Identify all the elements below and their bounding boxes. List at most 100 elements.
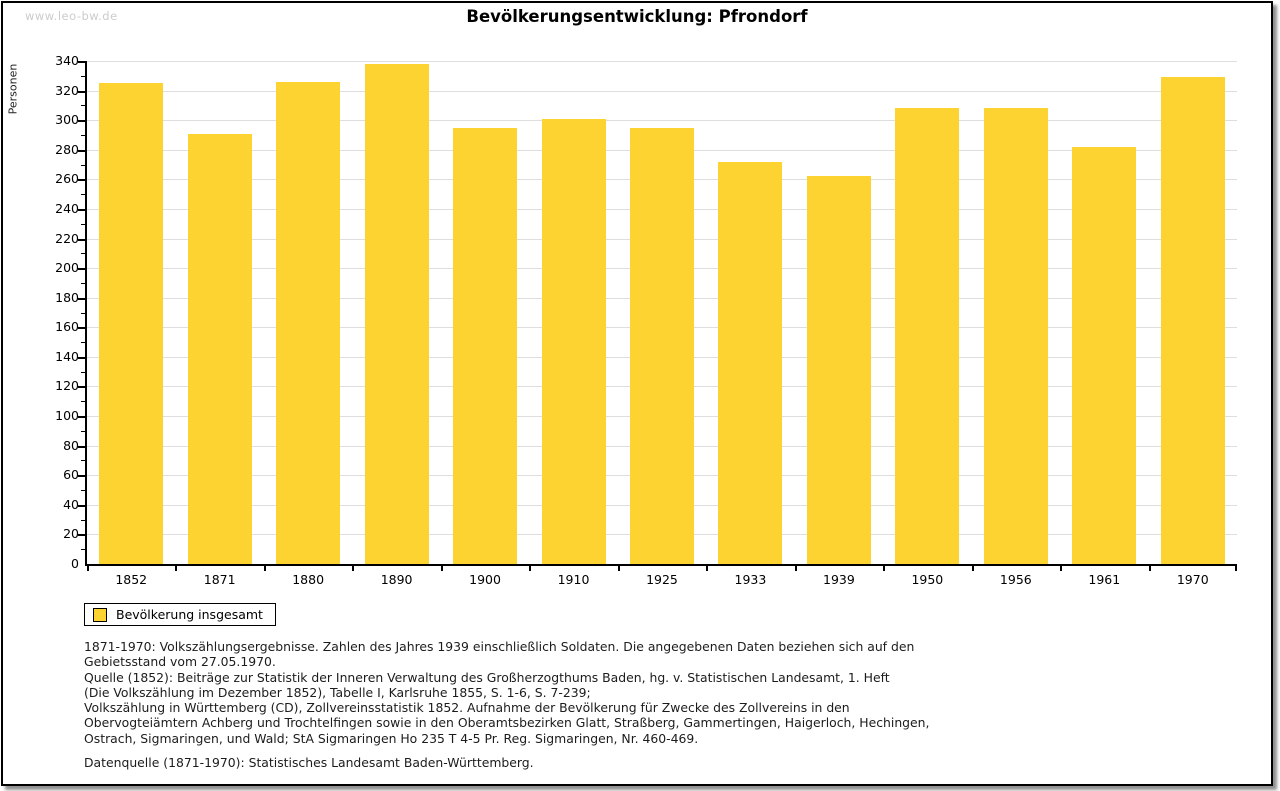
y-axis-tick-label: 220 bbox=[55, 230, 79, 246]
bar bbox=[1072, 146, 1137, 564]
y-axis-tick bbox=[78, 386, 85, 389]
y-axis-tick bbox=[81, 519, 85, 521]
y-axis-tick bbox=[78, 327, 85, 330]
gridline bbox=[87, 90, 1237, 92]
y-axis-tick bbox=[81, 134, 85, 136]
y-axis-tick-label: 340 bbox=[55, 53, 79, 68]
y-axis-tick bbox=[81, 342, 85, 344]
bar bbox=[630, 127, 694, 564]
x-axis-tick-label: 1950 bbox=[911, 572, 944, 587]
y-axis-tick-label: 320 bbox=[55, 82, 79, 98]
x-axis-tick-label: 1900 bbox=[469, 572, 501, 587]
y-axis-tick-label: 260 bbox=[55, 171, 79, 187]
y-axis-tick bbox=[78, 356, 85, 359]
y-axis-tick-label: 80 bbox=[63, 437, 79, 453]
footnote-line: Volkszählung in Württemberg (CD), Zollve… bbox=[84, 700, 850, 716]
bar bbox=[983, 108, 1048, 564]
x-axis-tick-label: 1871 bbox=[203, 572, 236, 587]
y-axis-tick bbox=[81, 194, 85, 196]
y-axis-tick bbox=[78, 475, 85, 478]
y-axis-tick bbox=[81, 282, 85, 284]
y-axis-tick bbox=[81, 549, 85, 551]
y-axis-tick-label: 280 bbox=[55, 141, 79, 157]
x-axis-tick bbox=[440, 566, 443, 571]
x-axis-tick bbox=[352, 566, 355, 571]
x-axis-tick-label: 1939 bbox=[823, 572, 855, 587]
legend-box: Bevölkerung insgesamt bbox=[84, 603, 276, 626]
y-axis-tick bbox=[81, 164, 85, 166]
x-axis-tick bbox=[1235, 566, 1237, 571]
y-axis-tick-label: 180 bbox=[55, 289, 79, 305]
bar bbox=[99, 83, 164, 564]
x-axis-tick bbox=[529, 566, 532, 571]
y-axis-tick bbox=[81, 105, 85, 107]
x-axis-tick-label: 1852 bbox=[115, 572, 148, 587]
bar bbox=[718, 161, 783, 564]
y-axis-tick-label: 60 bbox=[63, 467, 79, 483]
x-axis-tick bbox=[794, 566, 797, 571]
x-axis-tick bbox=[617, 566, 620, 571]
y-axis-tick-label: 120 bbox=[55, 378, 79, 394]
y-axis-tick bbox=[81, 253, 85, 255]
bar bbox=[276, 81, 341, 564]
y-axis-tick-label: 160 bbox=[55, 319, 79, 335]
y-axis-tick bbox=[81, 223, 85, 225]
y-axis-tick bbox=[81, 490, 85, 492]
x-axis-tick bbox=[883, 566, 886, 571]
y-axis-tick bbox=[81, 312, 85, 314]
y-axis-tick bbox=[81, 75, 85, 77]
footnote-line: Gebietsstand vom 27.05.1970. bbox=[84, 654, 276, 670]
footnotes: 1871-1970: Volkszählungsergebnisse. Zahl… bbox=[84, 639, 1234, 770]
bar bbox=[895, 108, 960, 564]
x-axis-tick bbox=[706, 566, 709, 571]
y-axis-tick bbox=[78, 504, 85, 507]
bar bbox=[1160, 77, 1225, 564]
y-axis-tick bbox=[78, 120, 85, 123]
legend-label: Bevölkerung insgesamt bbox=[116, 607, 263, 622]
y-axis-tick-label: 300 bbox=[55, 112, 79, 128]
footnote-lines: 1871-1970: Volkszählungsergebnisse. Zahl… bbox=[84, 639, 1234, 746]
y-axis-tick bbox=[78, 238, 85, 241]
y-axis-tick bbox=[78, 534, 85, 537]
y-axis-tick-label: 100 bbox=[55, 408, 79, 424]
y-axis-tick bbox=[78, 208, 85, 211]
bar bbox=[364, 63, 429, 564]
x-axis-tick-label: 1961 bbox=[1088, 572, 1121, 587]
y-axis-tick bbox=[78, 416, 85, 419]
y-axis-tick-label: 0 bbox=[71, 556, 79, 571]
x-axis-tick bbox=[1060, 566, 1063, 571]
y-axis-tick bbox=[81, 460, 85, 462]
gridline bbox=[87, 120, 1237, 122]
y-axis-tick bbox=[78, 179, 85, 182]
x-axis-tick-label: 1956 bbox=[999, 572, 1032, 587]
bar bbox=[541, 118, 606, 564]
bar bbox=[453, 127, 518, 564]
bar bbox=[806, 176, 871, 564]
datasource-line: Datenquelle (1871-1970): Statistisches L… bbox=[84, 755, 534, 771]
y-axis-tick bbox=[78, 90, 85, 93]
x-axis-tick-label: 1925 bbox=[646, 572, 678, 587]
x-axis-tick-label: 1880 bbox=[292, 572, 325, 587]
x-axis-tick bbox=[263, 566, 266, 571]
bar bbox=[187, 133, 252, 564]
x-axis-tick-label: 1910 bbox=[557, 572, 590, 587]
y-axis-tick bbox=[78, 297, 85, 300]
y-axis-tick bbox=[81, 401, 85, 403]
y-axis-tick-label: 140 bbox=[55, 348, 79, 364]
x-axis-tick bbox=[1148, 566, 1151, 571]
y-axis-tick bbox=[81, 430, 85, 432]
chart-title: Bevölkerungsentwicklung: Pfrondorf bbox=[466, 7, 808, 26]
x-axis-tick bbox=[175, 566, 178, 571]
plot-area: 0 20 40 60 80 100 120 140 160 180 200 220 240 260 280 3… bbox=[55, 53, 1237, 587]
footnote-line: Obervogteiämtern Achberg und Trochtelfin… bbox=[84, 715, 930, 731]
y-axis-tick-label: 40 bbox=[63, 496, 79, 512]
y-axis-tick-label: 240 bbox=[55, 200, 79, 216]
y-axis-title: Personen bbox=[6, 63, 20, 115]
y-axis-tick bbox=[78, 445, 85, 448]
legend-swatch-icon bbox=[93, 607, 107, 622]
watermark: www.leo-bw.de bbox=[25, 9, 118, 23]
footnote-line: (Die Volkszählung im Dezember 1852), Tab… bbox=[84, 684, 591, 700]
x-axis-tick-label: 1933 bbox=[734, 572, 767, 587]
y-axis-tick-label: 20 bbox=[63, 526, 79, 542]
